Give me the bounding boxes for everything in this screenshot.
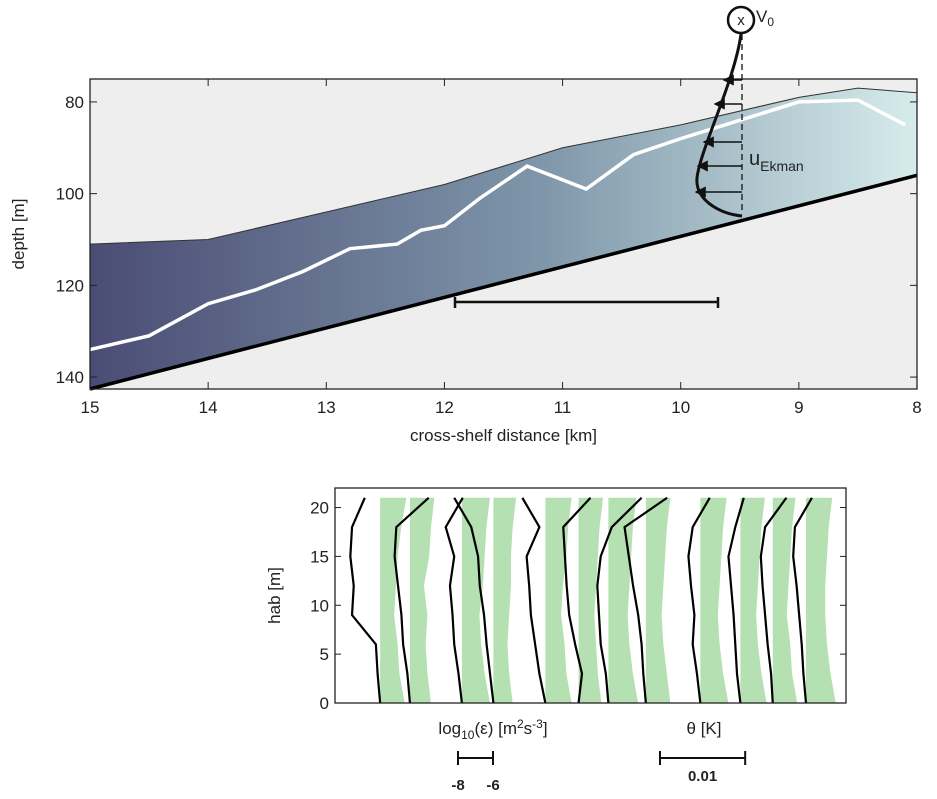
x-tick-label: 11	[554, 398, 572, 417]
velocity-label-main: V	[756, 7, 768, 26]
eps-label-part: s	[524, 719, 533, 738]
temperature-profile	[453, 497, 495, 704]
isotherm	[89, 98, 906, 352]
ekman-label: uEkman	[749, 148, 804, 174]
y-tick-label: 0	[320, 694, 329, 713]
section-chart: 15 14 13 12 11 10 9 8 80 100 120 140 cross-shelf dis…	[9, 5, 922, 445]
eps-scale-label: -6	[486, 777, 499, 794]
eps-label-sup: 2	[517, 717, 524, 731]
eps-label-part: (ε) [m	[474, 719, 517, 738]
y-tick-label: 20	[310, 499, 329, 518]
dissipation-profile	[409, 497, 435, 703]
surface-contour	[89, 87, 918, 245]
eps-label-sub: 10	[461, 728, 475, 742]
x-tick-label: 14	[199, 398, 218, 417]
temperature-profile	[521, 497, 547, 704]
velocity-cross: x	[737, 12, 745, 29]
y-axis-label: hab [m]	[265, 567, 284, 624]
temperature-profile	[759, 497, 788, 704]
temperature-profile	[792, 497, 813, 704]
theta-axis-label: θ [K]	[687, 719, 722, 738]
eps-axis-label: log10(ε) [m2s-3]	[438, 717, 547, 742]
x-tick-label: 15	[81, 398, 100, 417]
temperature-profile	[727, 497, 745, 704]
ekman-label-sub: Ekman	[760, 158, 804, 174]
bathymetry	[89, 173, 918, 391]
dissipation-profile	[740, 497, 767, 703]
y-tick-label: 15	[310, 547, 329, 566]
y-tick-label: 5	[320, 645, 329, 664]
x-tick-label: 10	[671, 398, 690, 417]
velocity-label: V0	[756, 7, 774, 29]
y-tick-label: 140	[56, 368, 84, 387]
x-tick-label: 9	[794, 398, 803, 417]
y-tick-label: 120	[56, 276, 84, 295]
velocity-label-sub: 0	[767, 15, 774, 29]
eps-scale-bar	[457, 751, 494, 765]
dissipation-profile	[380, 497, 407, 703]
temperature-profile	[687, 497, 711, 704]
temperature-profile	[562, 497, 592, 704]
x-tick-label: 12	[435, 398, 454, 417]
x-axis-label: cross-shelf distance [km]	[410, 426, 597, 445]
theta-scale-bar	[659, 751, 747, 765]
scale-bar	[453, 297, 720, 308]
temperature-profile	[393, 496, 430, 704]
plot-frame	[89, 78, 918, 390]
theta-scale-label: 0.01	[688, 768, 717, 785]
dissipation-profile	[608, 497, 639, 703]
eps-label-part: log	[438, 719, 461, 738]
eps-label-part: ]	[543, 719, 548, 738]
dissipation-profile	[700, 497, 729, 703]
y-tick-label: 100	[56, 185, 84, 204]
temperature-profile	[349, 497, 382, 704]
eps-scale-label: -8	[451, 777, 464, 794]
temperature-profile	[623, 496, 668, 704]
x-tick-label: 8	[912, 398, 921, 417]
temperature-profile	[444, 497, 464, 704]
dissipation-profile	[645, 497, 671, 703]
velocity-symbol	[726, 5, 756, 35]
dissipation-profile	[578, 497, 604, 703]
plot-frame	[334, 487, 847, 704]
x-tick-label: 13	[317, 398, 336, 417]
y-tick-label: 10	[310, 596, 329, 615]
y-axis-label: depth [m]	[9, 199, 28, 270]
eps-label-sup: -3	[532, 717, 543, 731]
dissipation-profile	[461, 497, 490, 703]
ekman-label-main: u	[749, 148, 760, 170]
dissipation-profile	[805, 497, 836, 703]
dissipation-profile	[772, 497, 798, 703]
dissipation-profile	[493, 497, 517, 703]
y-tick-label: 80	[65, 93, 84, 112]
water-shading	[90, 88, 917, 389]
temperature-profile	[596, 496, 643, 704]
